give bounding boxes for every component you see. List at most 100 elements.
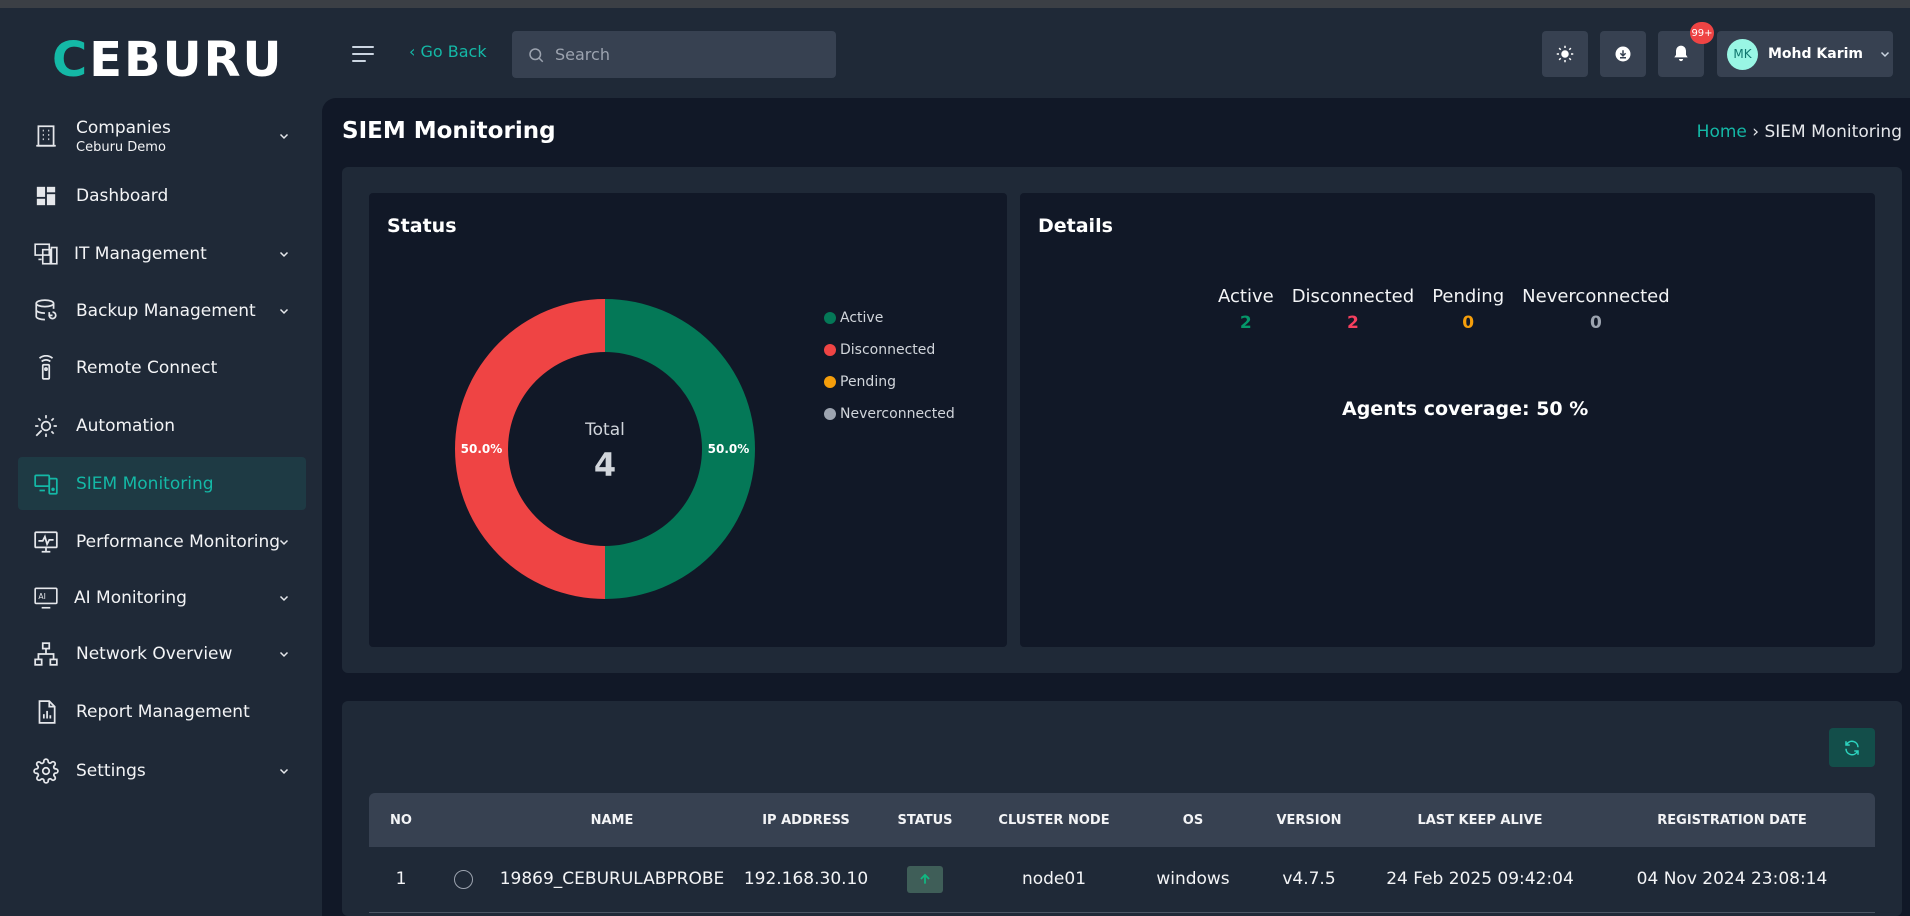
legend-dot bbox=[824, 376, 836, 388]
legend-label: Disconnected bbox=[840, 342, 936, 358]
legend-label: Neverconnected bbox=[840, 406, 955, 422]
sidebar-item-label: SIEM Monitoring bbox=[76, 473, 214, 494]
legend-item-active[interactable]: Active bbox=[824, 302, 955, 334]
chevron-down-icon bbox=[279, 651, 289, 658]
col-header-registration-date[interactable]: REGISTRATION DATE bbox=[1657, 812, 1807, 828]
cell-status bbox=[881, 847, 969, 911]
donut-center-value: 4 bbox=[593, 446, 617, 484]
brand-logo[interactable]: CEBURU bbox=[52, 32, 284, 88]
status-donut-chart: 50.0% 50.0% bbox=[455, 299, 755, 599]
cell-ip: 192.168.30.10 bbox=[743, 869, 869, 889]
breadcrumb: Home › SIEM Monitoring bbox=[1697, 122, 1902, 142]
refresh-button[interactable] bbox=[1829, 728, 1875, 767]
chevron-down-icon bbox=[279, 133, 289, 140]
sidebar-item-companies[interactable]: Companies Ceburu Demo bbox=[18, 112, 306, 160]
sidebar-item-automation[interactable]: Automation bbox=[18, 406, 306, 446]
cell-registration-date: 04 Nov 2024 23:08:14 bbox=[1636, 869, 1828, 889]
ai-monitor-icon: AI bbox=[32, 584, 60, 612]
row-select-radio[interactable] bbox=[453, 869, 473, 889]
sun-icon bbox=[1556, 45, 1574, 63]
legend-item-neverconnected[interactable]: Neverconnected bbox=[824, 398, 955, 430]
stat-pending: Pending 0 bbox=[1432, 286, 1504, 333]
slice-data-label: 50.0% bbox=[708, 442, 750, 456]
breadcrumb-separator: › bbox=[1746, 122, 1765, 142]
col-header-no[interactable]: NO bbox=[390, 812, 412, 828]
col-header-select bbox=[433, 793, 493, 847]
legend-item-disconnected[interactable]: Disconnected bbox=[824, 334, 955, 366]
cell-os: windows bbox=[1156, 869, 1230, 889]
sidebar-item-dashboard[interactable]: Dashboard bbox=[18, 176, 306, 216]
breadcrumb-home-link[interactable]: Home bbox=[1696, 122, 1747, 142]
col-header-status[interactable]: STATUS bbox=[897, 812, 953, 828]
chevron-down-icon bbox=[279, 768, 289, 775]
devices-icon bbox=[32, 240, 60, 268]
user-menu[interactable]: MK Mohd Karim bbox=[1717, 31, 1893, 77]
company-name: Ceburu Demo bbox=[76, 139, 166, 155]
slice-data-label: 50.0% bbox=[461, 442, 503, 456]
legend-item-pending[interactable]: Pending bbox=[824, 366, 955, 398]
download-button[interactable] bbox=[1600, 31, 1646, 77]
table-header: NO NAME IP ADDRESS STATUS CLUSTER NODE O… bbox=[369, 793, 1875, 847]
donut-center-label: Total bbox=[585, 420, 625, 440]
chevron-down-icon bbox=[279, 595, 289, 602]
stat-label: Disconnected bbox=[1291, 286, 1415, 307]
theme-toggle-button[interactable] bbox=[1542, 31, 1588, 77]
sidebar-item-siem-monitoring[interactable]: SIEM Monitoring bbox=[18, 457, 306, 510]
stat-label: Active bbox=[1218, 286, 1274, 307]
sidebar-item-label: Report Management bbox=[76, 702, 250, 722]
status-active-badge[interactable] bbox=[907, 865, 943, 893]
details-card: Details bbox=[1020, 193, 1875, 647]
performance-monitor-icon bbox=[32, 528, 60, 556]
legend-dot bbox=[824, 408, 836, 420]
dashboard-icon bbox=[32, 182, 60, 210]
report-icon bbox=[32, 698, 60, 726]
breadcrumb-current: SIEM Monitoring bbox=[1764, 122, 1902, 142]
sidebar-item-network-overview[interactable]: Network Overview bbox=[18, 634, 306, 674]
go-back-link[interactable]: ‹ Go Back bbox=[409, 42, 487, 61]
chart-legend: Active Disconnected Pending Neverconnect… bbox=[824, 302, 955, 430]
search-box[interactable] bbox=[512, 31, 836, 78]
cell-name: 19869_CEBURULABPROBE bbox=[499, 869, 725, 889]
agents-coverage: Agents coverage: 50 % bbox=[1342, 398, 1589, 420]
sidebar-item-report-management[interactable]: Report Management bbox=[18, 692, 306, 732]
stat-disconnected: Disconnected 2 bbox=[1292, 286, 1415, 333]
sidebar-item-settings[interactable]: Settings bbox=[18, 751, 306, 791]
menu-toggle-button[interactable] bbox=[352, 46, 376, 66]
sidebar-item-ai-monitoring[interactable]: AI AI Monitoring bbox=[18, 578, 306, 618]
notifications-button[interactable]: 99+ bbox=[1658, 22, 1714, 77]
card-title: Status bbox=[387, 215, 457, 237]
legend-label: Active bbox=[840, 310, 884, 326]
svg-text:AI: AI bbox=[38, 592, 45, 601]
remote-icon bbox=[32, 354, 60, 382]
search-icon bbox=[529, 47, 544, 62]
sidebar-item-label: Backup Management bbox=[76, 301, 256, 321]
sidebar-item-label: Companies bbox=[76, 117, 171, 138]
donut-slice-active[interactable] bbox=[605, 299, 755, 599]
donut-slice-disconnected[interactable] bbox=[455, 299, 605, 599]
sidebar-item-backup-management[interactable]: Backup Management bbox=[18, 291, 306, 331]
gear-icon bbox=[32, 757, 60, 785]
stat-neverconnected: Neverconnected 0 bbox=[1522, 286, 1670, 333]
search-input[interactable] bbox=[555, 45, 815, 64]
col-header-last-keep-alive[interactable]: LAST KEEP ALIVE bbox=[1417, 812, 1543, 828]
notification-count-badge: 99+ bbox=[1690, 22, 1714, 44]
sidebar-item-label: IT Management bbox=[74, 244, 207, 264]
page-title: SIEM Monitoring bbox=[342, 118, 556, 144]
sidebar-item-label: Performance Monitoring bbox=[76, 532, 281, 552]
sidebar-item-it-management[interactable]: IT Management bbox=[18, 234, 306, 274]
legend-label: Pending bbox=[840, 374, 896, 390]
card-title: Details bbox=[1038, 215, 1113, 237]
col-header-ip[interactable]: IP ADDRESS bbox=[762, 812, 850, 828]
building-icon bbox=[32, 122, 60, 150]
col-header-version[interactable]: VERSION bbox=[1276, 812, 1342, 828]
col-header-os[interactable]: OS bbox=[1182, 812, 1204, 828]
cell-version: v4.7.5 bbox=[1282, 869, 1336, 889]
sidebar-item-performance-monitoring[interactable]: Performance Monitoring bbox=[18, 522, 306, 562]
sidebar-item-remote-connect[interactable]: Remote Connect bbox=[18, 348, 306, 388]
col-header-name[interactable]: NAME bbox=[590, 812, 634, 828]
cell-cluster: node01 bbox=[1021, 869, 1087, 889]
table-row[interactable]: 1 19869_CEBURULABPROBE 192.168.30.10 nod… bbox=[369, 847, 1875, 913]
stat-value: 2 bbox=[1347, 313, 1359, 333]
sidebar-item-label: Remote Connect bbox=[76, 358, 218, 378]
col-header-cluster[interactable]: CLUSTER NODE bbox=[998, 812, 1110, 828]
